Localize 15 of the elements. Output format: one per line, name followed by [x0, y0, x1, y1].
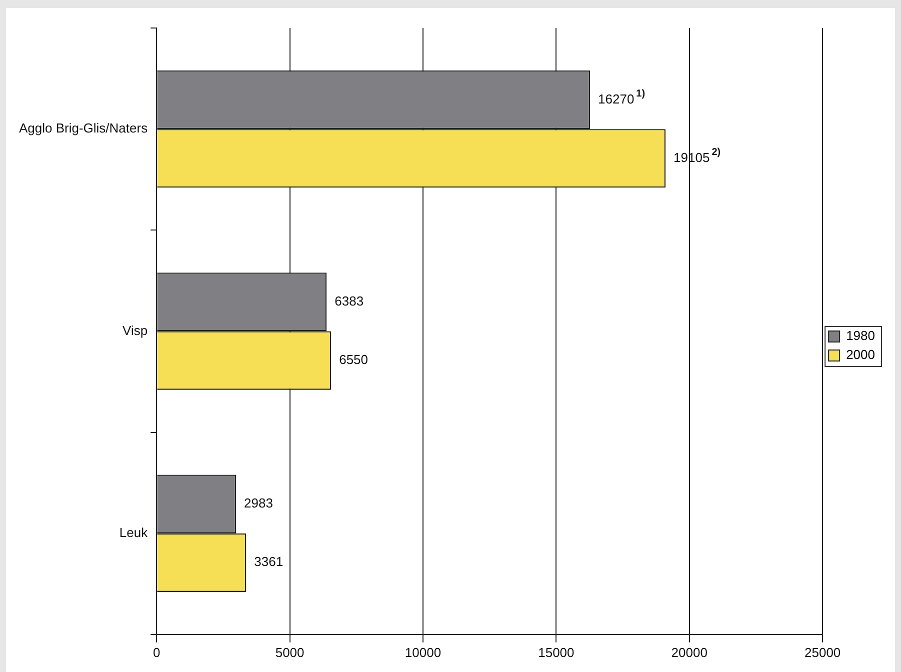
x-tick-label: 5000 [275, 644, 304, 660]
y-tick-label: Leuk [119, 524, 148, 540]
data-label: 3361 [254, 554, 284, 570]
x-tick-label: 0 [152, 644, 160, 660]
x-tick-label: 25000 [804, 644, 841, 660]
y-tick-label: Visp [122, 322, 148, 338]
legend-label: 2000 [846, 347, 875, 362]
data-label: 6550 [339, 352, 368, 368]
x-tick-label: 10000 [404, 644, 442, 660]
data-label: 2983 [244, 496, 273, 511]
legend-label: 1980 [846, 328, 875, 344]
data-label: 6383 [334, 293, 364, 308]
x-tick-label: 15000 [538, 644, 574, 660]
x-tick-label: 20000 [671, 644, 708, 660]
y-tick-label: Agglo Brig-Glis/Naters [18, 120, 148, 136]
